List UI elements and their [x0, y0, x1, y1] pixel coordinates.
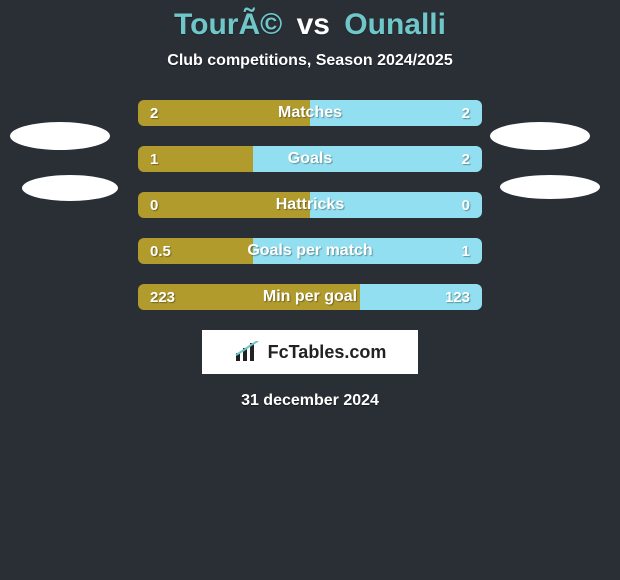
stat-value-left: 0: [138, 192, 170, 218]
stat-value-right: 0: [450, 192, 482, 218]
stat-value-right: 123: [433, 284, 482, 310]
stat-value-left: 1: [138, 146, 170, 172]
stat-value-right: 2: [450, 100, 482, 126]
stat-row: Hattricks0 0: [138, 192, 482, 218]
player-badge-ellipse: [22, 175, 118, 201]
player-badge-ellipse: [490, 122, 590, 150]
bar-chart-icon: [234, 341, 262, 363]
stat-label: Goals: [138, 146, 482, 172]
stat-value-left: 2: [138, 100, 170, 126]
stat-value-left: 0.5: [138, 238, 183, 264]
subtitle: Club competitions, Season 2024/2025: [0, 52, 620, 70]
logo-box: FcTables.com: [202, 330, 418, 374]
title-player2: Ounalli: [344, 8, 446, 41]
stat-label: Min per goal: [138, 284, 482, 310]
stat-label: Hattricks: [138, 192, 482, 218]
stat-row: Goals1 2: [138, 146, 482, 172]
stat-row: Matches2 2: [138, 100, 482, 126]
fctables-logo: FcTables.com: [234, 341, 387, 363]
title-player1: TourÃ©: [174, 8, 282, 41]
page-title: TourÃ© vs Ounalli: [0, 0, 620, 42]
title-vs: vs: [297, 8, 330, 41]
stat-value-right: 1: [450, 238, 482, 264]
stat-row: Goals per match0.5 1: [138, 238, 482, 264]
comparison-chart: Matches22Goals12Hattricks00Goals per mat…: [0, 100, 620, 310]
stat-label: Goals per match: [138, 238, 482, 264]
stat-row: Min per goal223 123: [138, 284, 482, 310]
date-text: 31 december 2024: [0, 392, 620, 410]
player-badge-ellipse: [10, 122, 110, 150]
player-badge-ellipse: [500, 175, 600, 199]
logo-text: FcTables.com: [268, 342, 387, 363]
stat-label: Matches: [138, 100, 482, 126]
stat-value-right: 2: [450, 146, 482, 172]
stat-value-left: 223: [138, 284, 187, 310]
